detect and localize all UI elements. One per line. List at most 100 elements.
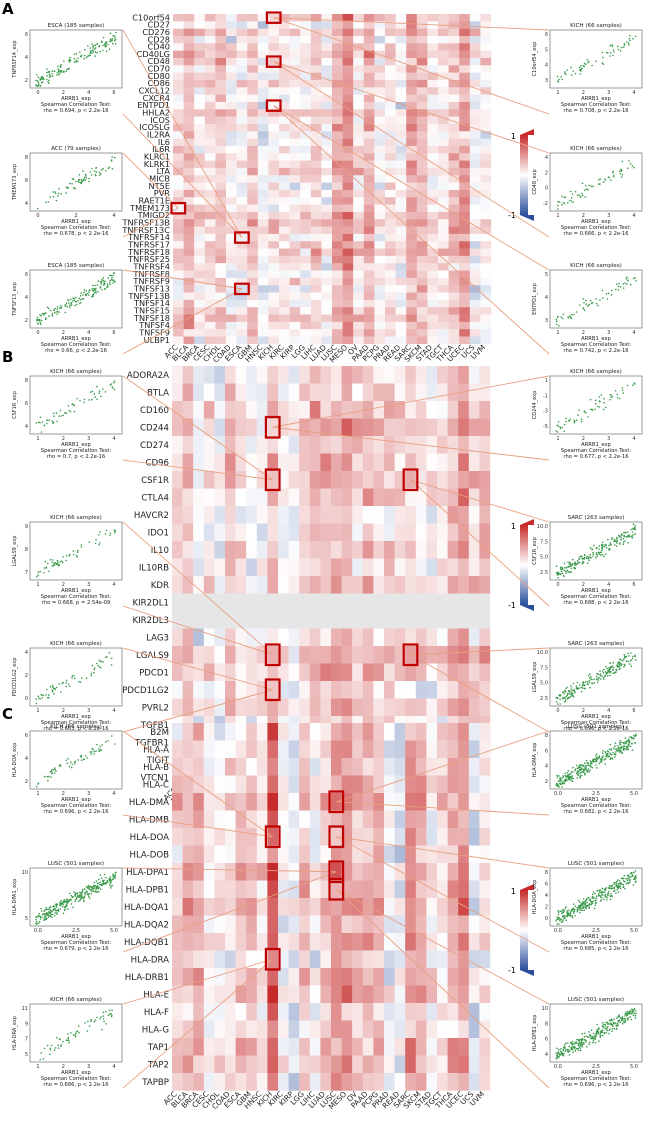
scatter-point bbox=[55, 770, 57, 772]
heatmap-cell bbox=[236, 167, 248, 176]
heatmap-cell bbox=[194, 270, 205, 279]
heatmap-cell bbox=[288, 418, 300, 437]
heatmap-cell bbox=[416, 21, 428, 29]
heatmap-cell bbox=[310, 329, 322, 337]
heatmap-cell bbox=[279, 307, 290, 315]
x-tick-label: 4 bbox=[87, 90, 90, 96]
heatmap-cell bbox=[468, 401, 480, 419]
heatmap-cell bbox=[173, 101, 184, 110]
heatmap-cell bbox=[193, 576, 204, 594]
heatmap-cell bbox=[310, 123, 322, 132]
heatmap-cell bbox=[448, 65, 460, 73]
scatter-point bbox=[630, 665, 633, 667]
heatmap-cell bbox=[341, 880, 353, 899]
heatmap-cell bbox=[289, 138, 301, 147]
heatmap-cell bbox=[458, 383, 469, 402]
heatmap-cell bbox=[363, 109, 375, 117]
heatmap-cell bbox=[459, 197, 470, 205]
heatmap-cell bbox=[194, 57, 205, 66]
heatmap-cell bbox=[236, 72, 248, 81]
heatmap-cell bbox=[268, 182, 280, 191]
heatmap-cell bbox=[309, 646, 321, 664]
heatmap-cell bbox=[362, 436, 374, 454]
scatter-point bbox=[564, 772, 566, 775]
heatmap-cell bbox=[320, 1003, 332, 1021]
heatmap-cell bbox=[300, 233, 311, 242]
heatmap-cell bbox=[289, 160, 301, 169]
scatter-point bbox=[610, 543, 612, 546]
heatmap-cell bbox=[204, 285, 216, 293]
heatmap-cell bbox=[225, 880, 236, 899]
heatmap-cell bbox=[362, 863, 374, 881]
heatmap-cell bbox=[235, 740, 247, 759]
heatmap-cell bbox=[363, 182, 375, 191]
heatmap-cell bbox=[479, 968, 491, 986]
heatmap-cell bbox=[341, 401, 353, 419]
scatter-point bbox=[634, 524, 636, 527]
scatter-point bbox=[612, 666, 615, 669]
heatmap-cell bbox=[173, 131, 184, 139]
heatmap-cell bbox=[395, 255, 407, 264]
scatter-point bbox=[614, 748, 616, 750]
heatmap-cell bbox=[459, 35, 470, 44]
heatmap-cell bbox=[203, 523, 215, 542]
scatter-point bbox=[573, 689, 575, 691]
heatmap-cell bbox=[447, 576, 459, 594]
heatmap-cell bbox=[320, 775, 332, 794]
scatter-title: KICH (66 samples) bbox=[570, 23, 622, 29]
heatmap-cell bbox=[236, 233, 248, 242]
scatter-point bbox=[599, 673, 602, 675]
scatter-point bbox=[604, 406, 607, 409]
heatmap-cell bbox=[278, 845, 289, 864]
heatmap-cell bbox=[406, 35, 417, 44]
heatmap-cell bbox=[426, 985, 438, 1004]
heatmap-cell bbox=[438, 50, 449, 59]
heatmap-cell bbox=[352, 1073, 363, 1091]
heatmap-cell bbox=[279, 116, 290, 125]
heatmap-cell bbox=[438, 145, 449, 154]
y-tick-label: -5 bbox=[543, 424, 548, 430]
heatmap-cell bbox=[214, 488, 226, 507]
scatter-point bbox=[38, 319, 41, 322]
scatter-point bbox=[63, 901, 66, 904]
scatter-point bbox=[617, 666, 619, 668]
heatmap-cell bbox=[352, 681, 363, 699]
scatter-point bbox=[94, 1019, 97, 1021]
heatmap-cell bbox=[257, 204, 269, 213]
heatmap-cell bbox=[447, 471, 459, 489]
heatmap-cell bbox=[226, 50, 237, 59]
scatter-stat: rho = 0.694, p < 2.2e-16 bbox=[43, 108, 108, 114]
heatmap-cell bbox=[426, 1038, 438, 1056]
heatmap-cell bbox=[406, 277, 417, 286]
heatmap-cell bbox=[362, 1038, 374, 1056]
scatter-point bbox=[605, 671, 607, 673]
scatter-point bbox=[619, 742, 621, 744]
heatmap-cell bbox=[384, 723, 395, 741]
heatmap-cell bbox=[415, 593, 427, 612]
heatmap-cell bbox=[204, 226, 216, 235]
x-tick-label: 1 bbox=[36, 582, 39, 588]
heatmap-cell bbox=[309, 968, 321, 986]
scatter-point bbox=[604, 674, 607, 676]
heatmap-cell bbox=[447, 898, 459, 916]
heatmap-cell bbox=[438, 204, 449, 213]
heatmap-cell bbox=[448, 87, 460, 95]
scatter-point bbox=[83, 398, 86, 401]
heatmap-cell bbox=[332, 241, 343, 249]
scatter-point bbox=[623, 535, 625, 538]
heatmap-cell bbox=[320, 453, 332, 472]
scatter-point bbox=[90, 51, 92, 53]
heatmap-cell bbox=[437, 1055, 448, 1074]
y-tick-label: 9 bbox=[25, 1021, 28, 1027]
scatter-point bbox=[84, 755, 87, 757]
heatmap-cell bbox=[268, 175, 280, 183]
scatter-xlabel: ARRB1_exp bbox=[581, 219, 611, 225]
scatter-point bbox=[609, 542, 612, 544]
heatmap-cell bbox=[342, 336, 354, 345]
heatmap-cell bbox=[385, 255, 396, 264]
heatmap-cell bbox=[183, 35, 195, 44]
heatmap-cell bbox=[226, 270, 237, 279]
scatter-point bbox=[98, 886, 100, 888]
gene-label: HLA-DOA bbox=[130, 833, 169, 843]
scatter-point bbox=[90, 174, 93, 176]
